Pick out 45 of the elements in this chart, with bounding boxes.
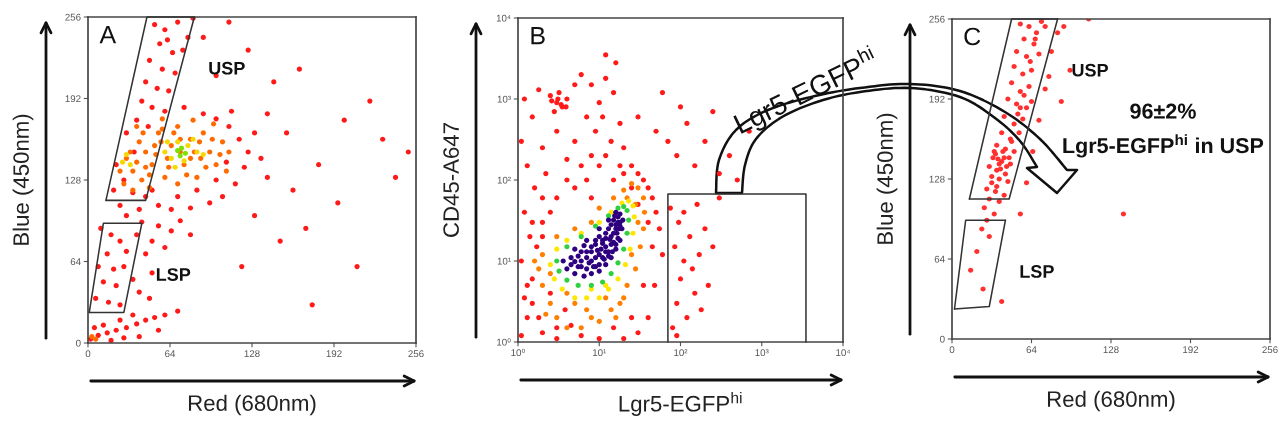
y-tick-label: 10⁰ [497,338,511,346]
y-tick-label: 10¹ [497,257,511,265]
text: USP [209,61,245,75]
x-tick-label: 192 [326,350,342,358]
x-tick-label: 0 [949,346,955,354]
y-tick-label: 192 [65,95,81,103]
y-tick-label: 0 [940,335,945,343]
y-tick-label: 128 [929,175,945,183]
chart-title: A [99,26,117,44]
y-tick-label: 0 [76,339,81,347]
annotation: 96±2% [1130,103,1196,119]
annotation: Lgr5-EGFP$^{hi}$ in USP [1063,134,1264,158]
chart-title: C [964,27,981,46]
x-tick-label: 128 [244,350,260,358]
y-tick-label: 256 [65,13,81,21]
x-tick-label: 10³ [755,349,769,357]
y-axis-title: Blue (450nm) [876,113,898,244]
y-tick-label: 192 [929,95,945,103]
y-tick-label: 64 [934,255,945,263]
y-tick-label: 128 [65,176,81,184]
y-tick-label: 10³ [497,95,511,103]
chart-title: B [531,27,545,45]
x-tick-label: 10² [674,349,688,357]
x-tick-label: 128 [1103,346,1119,354]
y-tick-label: 64 [70,258,81,266]
y-tick-label: 10² [497,176,511,184]
text: LSP [156,268,191,281]
x-tick-label: 10⁰ [511,348,526,357]
x-tick-label: 256 [408,350,424,358]
x-tick-label: 64 [165,350,176,358]
text: LSP [1020,265,1054,278]
x-tick-label: 192 [1183,346,1199,354]
y-tick-label: 256 [929,15,945,23]
x-tick-label: 256 [1262,346,1278,354]
x-axis-title: Red (680nm) [188,394,316,416]
y-axis-title: Blue (450nm) [12,114,34,245]
x-axis-title: Red (680nm) [1047,390,1175,412]
x-tick-label: 0 [85,350,91,358]
x-tick-label: 10¹ [592,349,607,357]
x-tick-label: 10⁴ [836,349,851,357]
y-axis-title: CD45-A647 [443,123,459,237]
x-axis-title: Lgr5-EGFP$^{hi}$ [619,391,742,416]
x-tick-label: 64 [1026,346,1037,354]
y-tick-label: 10⁴ [496,14,511,22]
text: USP [1072,63,1108,77]
